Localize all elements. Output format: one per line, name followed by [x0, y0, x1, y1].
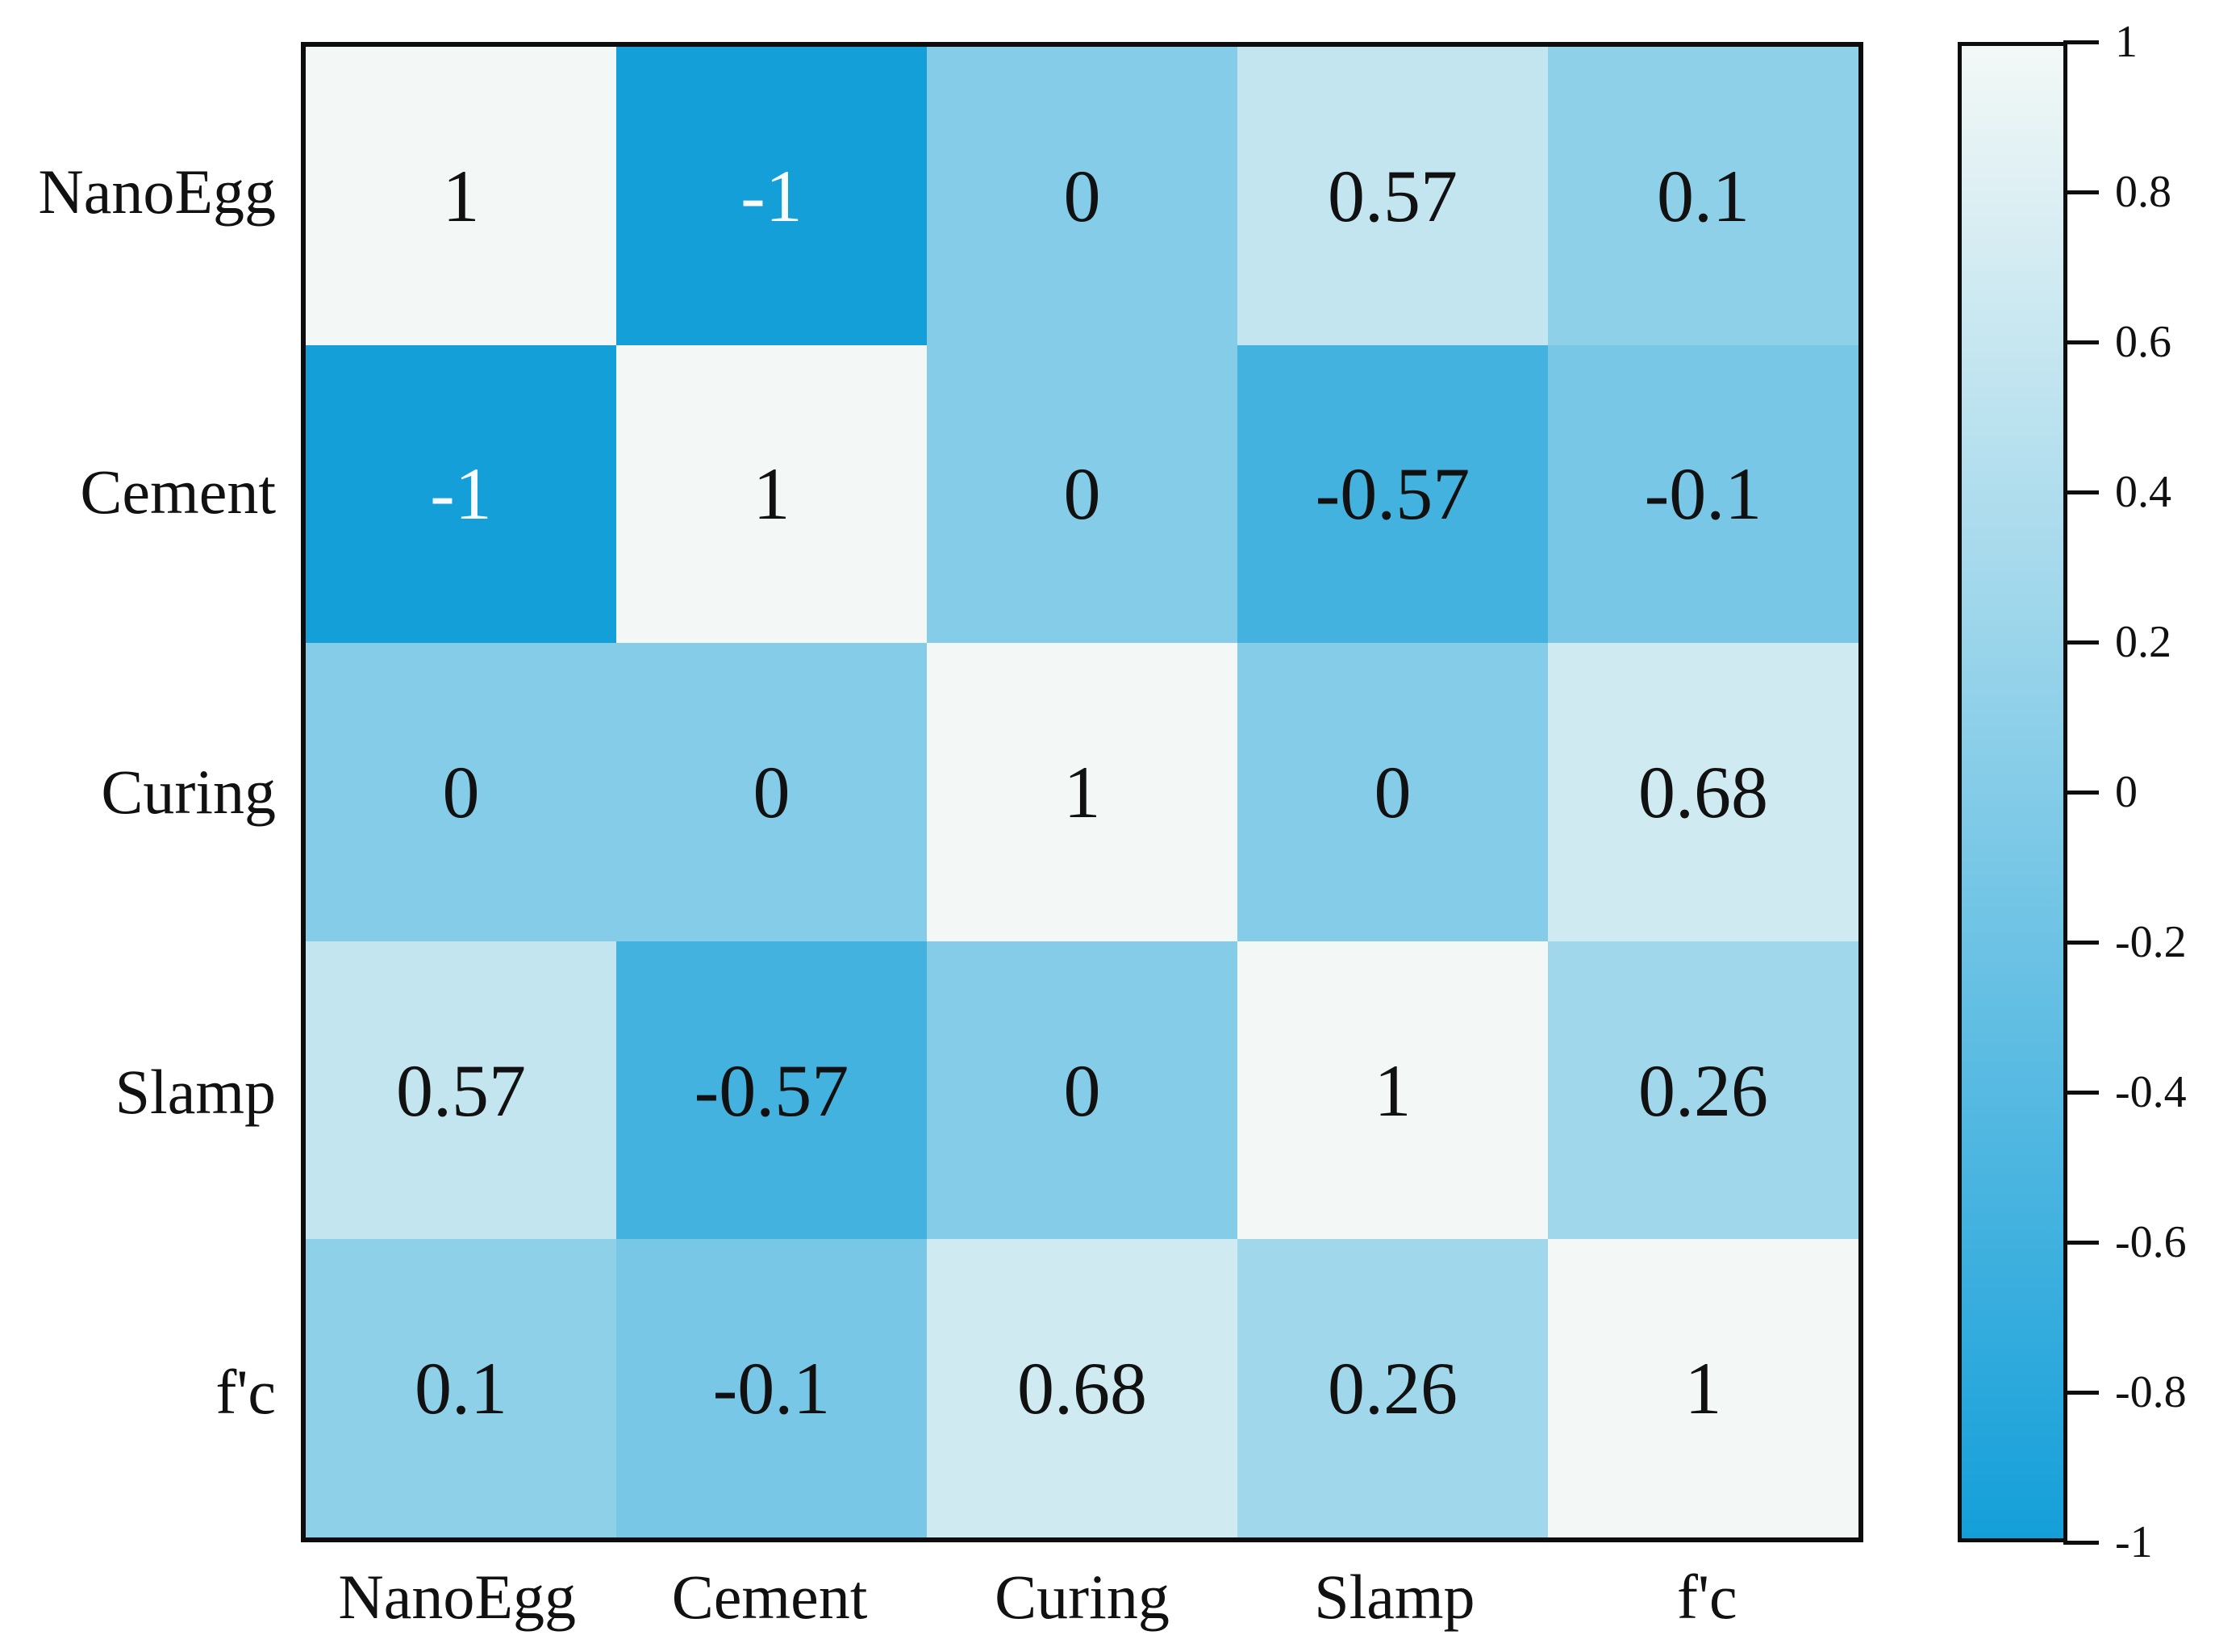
y-tick-label-0: NanoEgg [38, 156, 276, 227]
colorbar-tick-mark-6 [2063, 941, 2099, 945]
cell-value: -0.1 [712, 1347, 831, 1430]
heatmap-cell-r3-c1: -0.57 [616, 941, 927, 1240]
heatmap-cell-r3-c3: 1 [1237, 941, 1548, 1240]
cell-value: 0 [1374, 750, 1412, 833]
y-tick-label-3: Slamp [115, 1057, 276, 1127]
y-tick-label-1: Cement [80, 457, 276, 527]
cell-value: 0.1 [415, 1347, 507, 1430]
colorbar-tick-mark-8 [2063, 1241, 2099, 1245]
x-tick-label-3: Slamp [1314, 1562, 1475, 1632]
colorbar-tick-mark-7 [2063, 1091, 2099, 1095]
heatmap-cell-r1-c1: 1 [616, 344, 927, 644]
cell-value: -0.57 [1315, 453, 1470, 536]
cell-value: 0 [1063, 1049, 1101, 1132]
cell-value: 0.1 [1657, 154, 1750, 237]
heatmap-cell-r0-c1: -1 [616, 47, 927, 345]
heatmap-cell-r3-c4: 0.26 [1548, 941, 1858, 1240]
colorbar-tick-mark-4 [2063, 640, 2099, 645]
colorbar [1958, 42, 2067, 1542]
heatmap-cell-r0-c3: 0.57 [1237, 47, 1548, 345]
cell-value: 0.26 [1328, 1347, 1458, 1430]
colorbar-tick-mark-10 [2063, 1541, 2099, 1545]
x-tick-label-1: Cement [671, 1562, 868, 1632]
heatmap-cell-r0-c2: 0 [927, 47, 1237, 345]
colorbar-tick-mark-9 [2063, 1391, 2099, 1395]
cell-value: -1 [740, 154, 803, 237]
colorbar-tick-label-5: 0 [2115, 767, 2138, 817]
heatmap-cell-r4-c3: 0.26 [1237, 1239, 1548, 1537]
cell-value: 1 [753, 453, 790, 536]
colorbar-tick-label-8: -0.6 [2115, 1217, 2187, 1267]
colorbar-tick-label-6: -0.2 [2115, 917, 2187, 967]
colorbar-tick-label-1: 0.8 [2115, 167, 2171, 217]
cell-value: 0.57 [396, 1049, 526, 1132]
heatmap-cell-r4-c1: -0.1 [616, 1239, 927, 1537]
heatmap-cell-r0-c4: 0.1 [1548, 47, 1858, 345]
colorbar-tick-mark-3 [2063, 490, 2099, 494]
cell-value: 1 [1684, 1347, 1722, 1430]
heatmap-cell-r1-c0: -1 [306, 344, 616, 644]
cell-value: 0.57 [1328, 154, 1458, 237]
colorbar-tick-mark-5 [2063, 791, 2099, 795]
heatmap-cell-r2-c1: 0 [616, 643, 927, 941]
heatmap-cell-r2-c3: 0 [1237, 643, 1548, 941]
cell-value: 1 [1063, 750, 1101, 833]
colorbar-tick-label-3: 0.4 [2115, 467, 2171, 517]
colorbar-tick-label-0: 1 [2115, 17, 2138, 67]
cell-value: -1 [430, 453, 492, 536]
cell-value: 1 [442, 154, 480, 237]
heatmap-cell-r2-c0: 0 [306, 643, 616, 941]
cell-value: 0 [753, 750, 790, 833]
colorbar-tick-label-4: 0.2 [2115, 617, 2171, 667]
colorbar-tick-label-9: -0.8 [2115, 1367, 2187, 1417]
x-tick-label-0: NanoEgg [338, 1562, 576, 1632]
heatmap-cell-r4-c0: 0.1 [306, 1239, 616, 1537]
heatmap-cell-r4-c4: 1 [1548, 1239, 1858, 1537]
heatmap-cell-r3-c0: 0.57 [306, 941, 616, 1240]
heatmap-cell-r1-c2: 0 [927, 344, 1237, 644]
cell-value: 1 [1374, 1049, 1412, 1132]
cell-value: 0 [442, 750, 480, 833]
colorbar-tick-label-7: -0.4 [2115, 1067, 2187, 1117]
colorbar-tick-mark-1 [2063, 190, 2099, 194]
colorbar-tick-label-10: -1 [2115, 1517, 2153, 1567]
heatmap-cell-r2-c2: 1 [927, 643, 1237, 941]
cell-value: -0.57 [694, 1049, 849, 1132]
cell-value: 0.68 [1017, 1347, 1147, 1430]
heatmap-cell-r1-c4: -0.1 [1548, 344, 1858, 644]
cell-value: 0 [1063, 453, 1101, 536]
cell-value: -0.1 [1644, 453, 1762, 536]
cell-value: 0.26 [1638, 1049, 1768, 1132]
heatmap-cell-r4-c2: 0.68 [927, 1239, 1237, 1537]
heatmap-cell-r1-c3: -0.57 [1237, 344, 1548, 644]
x-tick-label-2: Curing [995, 1562, 1170, 1632]
heatmap-cell-r0-c0: 1 [306, 47, 616, 345]
colorbar-tick-label-2: 0.6 [2115, 317, 2171, 367]
x-tick-label-4: f'c [1676, 1562, 1737, 1632]
y-tick-label-4: f'c [215, 1357, 276, 1427]
heatmap-cell-r3-c2: 0 [927, 941, 1237, 1240]
cell-value: 0.68 [1638, 750, 1768, 833]
heatmap-grid: 1 -1 0 0.57 0.1 -1 1 0 -0.57 -0.1 0 0 1 0 0.68 0.57 -0.5… [301, 42, 1863, 1542]
colorbar-tick-mark-0 [2063, 40, 2099, 44]
y-tick-label-2: Curing [101, 757, 276, 827]
heatmap-cell-r2-c4: 0.68 [1548, 643, 1858, 941]
cell-value: 0 [1063, 154, 1101, 237]
colorbar-tick-mark-2 [2063, 340, 2099, 344]
